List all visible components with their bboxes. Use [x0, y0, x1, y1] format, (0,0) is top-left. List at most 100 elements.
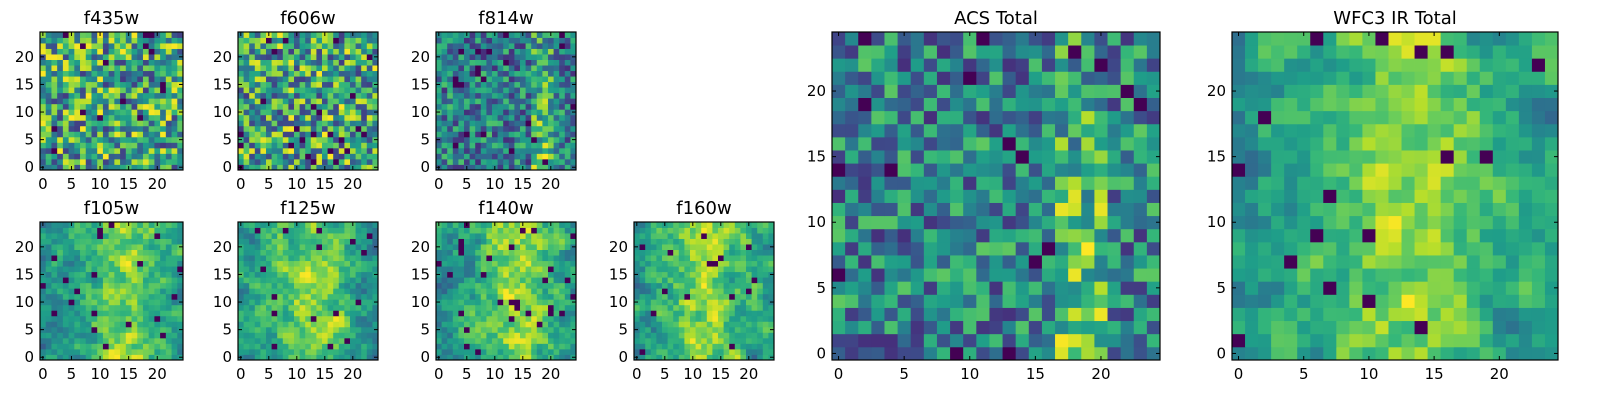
heatmap-cell — [690, 315, 696, 322]
heatmap-cell — [559, 348, 566, 355]
heatmap-cell — [277, 103, 284, 110]
heatmap-cell — [480, 109, 487, 116]
heatmap-cell — [85, 131, 92, 138]
heatmap-cell — [645, 271, 652, 278]
heatmap-cell — [706, 332, 713, 339]
heatmap-cell — [673, 354, 680, 361]
heatmap-cell — [525, 125, 532, 132]
heatmap-cell — [436, 65, 442, 72]
heatmap-cell — [1081, 215, 1095, 230]
heatmap-cell — [51, 238, 58, 245]
heatmap-cell — [299, 332, 306, 339]
heatmap-cell — [503, 238, 510, 245]
heatmap-cell — [260, 114, 267, 121]
heatmap-cell — [171, 65, 178, 72]
heatmap-cell — [548, 233, 554, 239]
heatmap-cell — [746, 260, 752, 267]
heatmap-cell — [51, 348, 58, 355]
heatmap-cell — [514, 87, 521, 94]
heatmap-cell — [249, 37, 256, 44]
heatmap-cell — [718, 238, 724, 245]
heatmap-cell — [327, 48, 334, 55]
heatmap-cell — [305, 282, 312, 289]
heatmap-cell — [74, 92, 81, 99]
heatmap-cell — [1133, 241, 1148, 256]
y-tick-label: 0 — [420, 158, 430, 176]
heatmap-cell — [249, 59, 256, 66]
heatmap-cell — [684, 233, 691, 239]
heatmap-cell — [80, 147, 87, 154]
heatmap-cell — [51, 120, 58, 127]
heatmap-cell — [238, 337, 244, 344]
heatmap-cell — [344, 222, 351, 228]
heatmap-cell — [45, 293, 52, 300]
heatmap-cell — [372, 43, 379, 49]
heatmap-cell — [68, 114, 75, 121]
heatmap-cell — [125, 142, 132, 149]
axes-frame — [435, 221, 577, 361]
heatmap-cell — [695, 299, 702, 306]
heatmap-cell — [734, 288, 741, 295]
heatmap-cell — [845, 320, 859, 335]
heatmap-cell — [531, 153, 538, 160]
heatmap-cell — [1133, 176, 1148, 190]
heatmap-cell — [80, 114, 87, 121]
heatmap-cell — [299, 238, 306, 245]
heatmap-cell — [1107, 189, 1122, 203]
heatmap-cell — [355, 32, 362, 38]
heatmap-cell — [542, 348, 549, 355]
heatmap-cell — [690, 310, 696, 317]
heatmap-cell — [520, 131, 526, 138]
heatmap-cell — [277, 92, 284, 99]
heatmap-cell — [1120, 268, 1135, 282]
heatmap-cell — [165, 81, 172, 88]
heatmap-cell — [148, 158, 155, 165]
heatmap-cell — [305, 244, 312, 250]
heatmap-cell — [148, 332, 155, 339]
heatmap-cell — [480, 288, 487, 295]
heatmap-cell — [656, 227, 663, 234]
heatmap-cell — [662, 348, 668, 355]
heatmap-cell — [514, 81, 521, 88]
heatmap-cell — [254, 244, 261, 250]
heatmap-cell — [338, 153, 345, 160]
heatmap-cell — [254, 354, 261, 361]
heatmap-cell — [125, 136, 132, 143]
heatmap-cell — [91, 354, 98, 361]
heatmap-cell — [125, 260, 132, 267]
heatmap-cell — [1068, 189, 1082, 203]
heatmap-cell — [525, 153, 532, 160]
heatmap-cell — [137, 227, 144, 234]
heatmap-cell — [508, 59, 515, 66]
heatmap-cell — [645, 337, 652, 344]
heatmap-cell — [464, 260, 470, 267]
heatmap-cell — [108, 288, 115, 295]
heatmap-cell — [322, 288, 328, 295]
x-tick-label: 15 — [513, 365, 532, 383]
heatmap-cell — [85, 43, 92, 49]
heatmap-cell — [492, 109, 498, 116]
heatmap-cell — [45, 120, 52, 127]
heatmap-cell — [548, 120, 554, 127]
heatmap-cell — [294, 131, 300, 138]
heatmap-cell — [40, 120, 47, 127]
heatmap-cell — [673, 332, 680, 339]
heatmap-cell — [706, 337, 713, 344]
heatmap-cell — [102, 37, 110, 44]
heatmap-cell — [266, 288, 272, 295]
heatmap-cell — [492, 343, 498, 350]
heatmap-cell — [350, 337, 356, 344]
heatmap-cell — [525, 92, 532, 99]
heatmap-cell — [486, 125, 493, 132]
heatmap-cell — [492, 43, 498, 49]
heatmap-cell — [254, 238, 261, 245]
heatmap-cell — [322, 109, 328, 116]
heatmap-cell — [137, 233, 144, 239]
heatmap-cell — [74, 136, 81, 143]
heatmap-cell — [294, 76, 300, 83]
heatmap-cell — [108, 37, 115, 44]
heatmap-cell — [372, 131, 379, 138]
heatmap-cell — [447, 354, 454, 361]
heatmap-cell — [288, 98, 295, 105]
heatmap-cell — [458, 310, 465, 317]
